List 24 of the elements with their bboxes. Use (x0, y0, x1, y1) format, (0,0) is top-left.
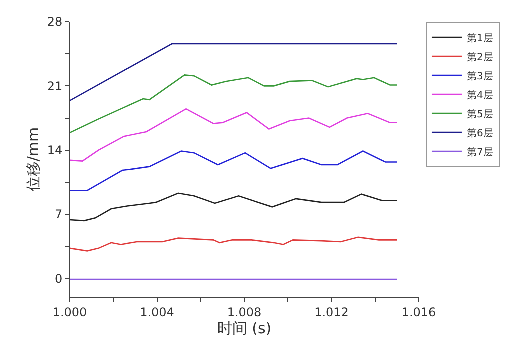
y-tick-label: 28 (47, 15, 63, 30)
x-tick-label: 1.008 (227, 305, 262, 320)
y-tick-label: 0 (54, 272, 63, 286)
legend-label: 第2层 (466, 51, 494, 64)
legend-label: 第7层 (466, 146, 494, 158)
x-tick-label: 1.016 (402, 305, 436, 320)
y-axis-title: 位移/mm (24, 127, 43, 192)
y-tick-label: 21 (47, 79, 63, 94)
line-series (70, 108, 398, 162)
line-series (70, 74, 398, 134)
x-tick-label: 1.000 (52, 305, 88, 320)
x-tick-label: 1.004 (140, 305, 174, 320)
line-series (70, 236, 398, 252)
line-series (70, 192, 398, 222)
y-tick-label: 14 (47, 144, 63, 158)
legend-label: 第5层 (466, 108, 494, 120)
x-axis-title: 时间 (s) (217, 319, 272, 338)
x-tick-label: 1.012 (314, 305, 349, 320)
legend-label: 第4层 (466, 89, 494, 102)
y-tick-label: 7 (54, 208, 63, 222)
legend-label: 第6层 (466, 127, 494, 140)
legend-label: 第3层 (466, 70, 494, 82)
legend-label: 第1层 (466, 32, 494, 44)
line-series (70, 150, 398, 192)
